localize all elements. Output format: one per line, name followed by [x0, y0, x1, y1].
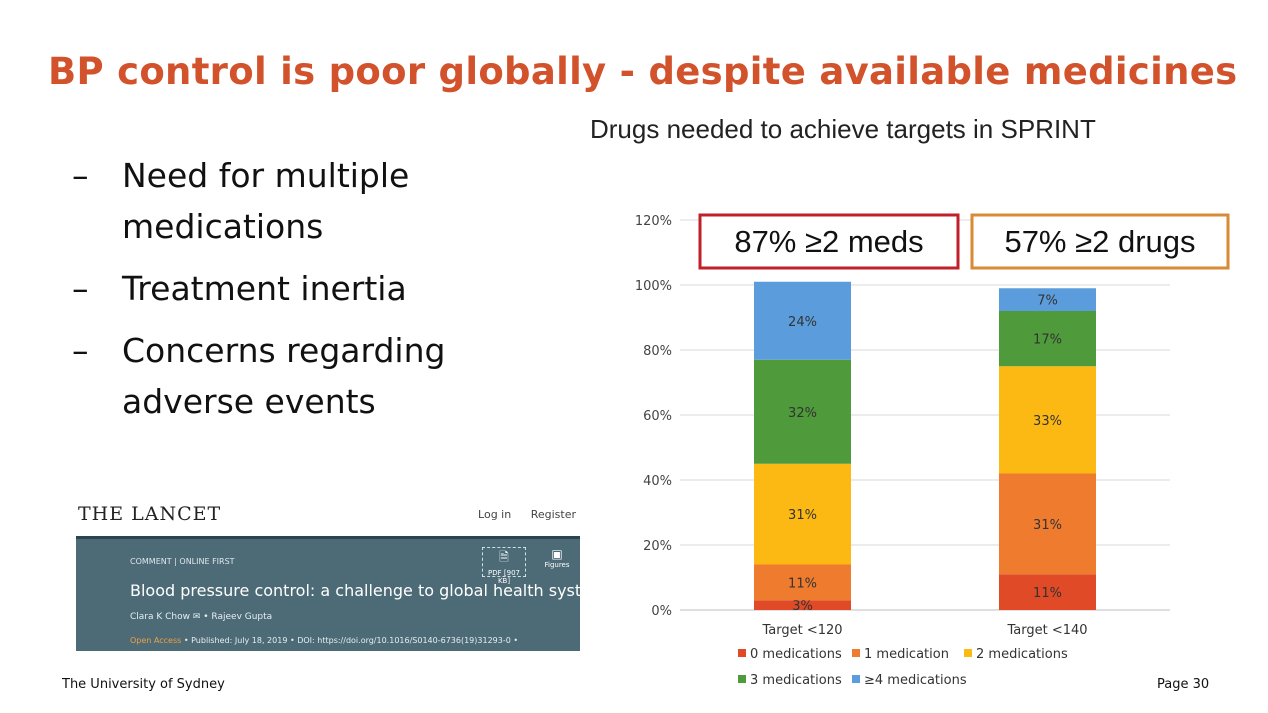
y-tick-label: 0%	[651, 604, 672, 619]
figures-button[interactable]: ▣ Figures	[540, 547, 574, 575]
legend-swatch	[738, 649, 746, 657]
pdf-button[interactable]: 🗎 PDF [907 KB]	[482, 547, 526, 585]
lancet-header-links: Log in Register	[462, 508, 576, 521]
y-tick-label: 120%	[635, 214, 672, 229]
article-banner: COMMENT | ONLINE FIRST Blood pressure co…	[76, 536, 615, 651]
register-link[interactable]: Register	[530, 508, 576, 521]
y-tick-label: 20%	[643, 539, 672, 554]
page-number: Page 30	[1157, 677, 1210, 692]
article-publication-info: Open Access • Published: July 18, 2019 •…	[130, 636, 518, 645]
legend-swatch	[738, 675, 746, 683]
bullet-text: Treatment inertia	[122, 269, 407, 308]
bar-segment	[999, 574, 1096, 610]
legend-swatch	[852, 649, 860, 657]
bar-segment	[754, 600, 851, 610]
data-label: 33%	[1033, 414, 1062, 429]
data-label: 7%	[1037, 294, 1058, 309]
data-label: 11%	[1033, 586, 1062, 601]
slide-title: BP control is poor globally - despite av…	[48, 50, 1238, 93]
open-access-label: Open Access	[130, 636, 182, 645]
bullet-item: – Concerns regarding adverse events	[72, 325, 522, 427]
bullet-dash: –	[72, 331, 89, 370]
x-tick-label: Target <120	[761, 623, 842, 638]
bullet-dash: –	[72, 156, 89, 195]
article-tag: COMMENT | ONLINE FIRST	[130, 557, 235, 566]
data-label: 31%	[1033, 518, 1062, 533]
bar-segment	[999, 288, 1096, 311]
bar-segment	[754, 281, 851, 360]
legend-label: 0 medications	[750, 647, 842, 662]
pdf-label: PDF [907 KB]	[488, 569, 520, 585]
annotation-text: 87% ≥2 meds	[734, 224, 923, 259]
data-label: 31%	[788, 508, 817, 523]
bar-segment	[999, 473, 1096, 575]
bullet-item: – Need for multiple medications	[72, 150, 522, 252]
annotation-text: 57% ≥2 drugs	[1004, 224, 1195, 259]
image-icon: ▣	[551, 547, 563, 561]
data-label: 32%	[788, 406, 817, 421]
article-headline[interactable]: Blood pressure control: a challenge to g…	[130, 581, 615, 600]
bar-segment	[754, 564, 851, 601]
annotation-box	[698, 213, 960, 270]
footer-institution: The University of Sydney	[62, 677, 225, 692]
publication-details: • Published: July 18, 2019 • DOI: https:…	[183, 636, 519, 645]
stacked-bar-chart: 0% 20% 40% 60% 80% 100% 120% 3% 11% 31% 32% 24% Targ…	[635, 213, 1230, 688]
article-authors: Clara K Chow ✉ • Rajeev Gupta	[130, 612, 273, 622]
legend-swatch	[964, 649, 972, 657]
lancet-article-screenshot: THE LANCET Log in Register COMMENT | ONL…	[76, 500, 615, 651]
legend-label: 2 medications	[976, 647, 1068, 662]
data-label: 17%	[1033, 333, 1062, 348]
chart-title: Drugs needed to achieve targets in SPRIN…	[590, 114, 1096, 144]
data-label: 24%	[788, 315, 817, 330]
bullet-text: Concerns regarding adverse events	[122, 331, 446, 421]
bullet-dash: –	[72, 269, 89, 308]
legend-label: 3 medications	[750, 673, 842, 688]
legend-label: ≥4 medications	[864, 673, 967, 688]
data-label: 3%	[792, 599, 813, 614]
bullet-item: – Treatment inertia	[72, 263, 522, 314]
y-tick-label: 100%	[635, 279, 672, 294]
y-tick-label: 60%	[643, 409, 672, 424]
figures-label: Figures	[544, 561, 570, 569]
legend-label: 1 medication	[864, 647, 949, 662]
lancet-logo: THE LANCET	[78, 503, 222, 525]
y-tick-label: 40%	[643, 474, 672, 489]
bullet-text: Need for multiple medications	[122, 156, 410, 246]
login-link[interactable]: Log in	[478, 508, 512, 521]
annotation-box	[970, 213, 1230, 270]
bar-segment	[999, 366, 1096, 474]
bar-segment	[754, 463, 851, 565]
bar-segment	[754, 359, 851, 464]
legend-swatch	[852, 675, 860, 683]
bullet-list: – Need for multiple medications – Treatm…	[72, 150, 522, 438]
bar-segment	[999, 311, 1096, 367]
pdf-icon: 🗎	[499, 550, 509, 564]
data-label: 11%	[788, 576, 817, 591]
y-tick-label: 80%	[643, 344, 672, 359]
x-tick-label: Target <140	[1006, 623, 1087, 638]
